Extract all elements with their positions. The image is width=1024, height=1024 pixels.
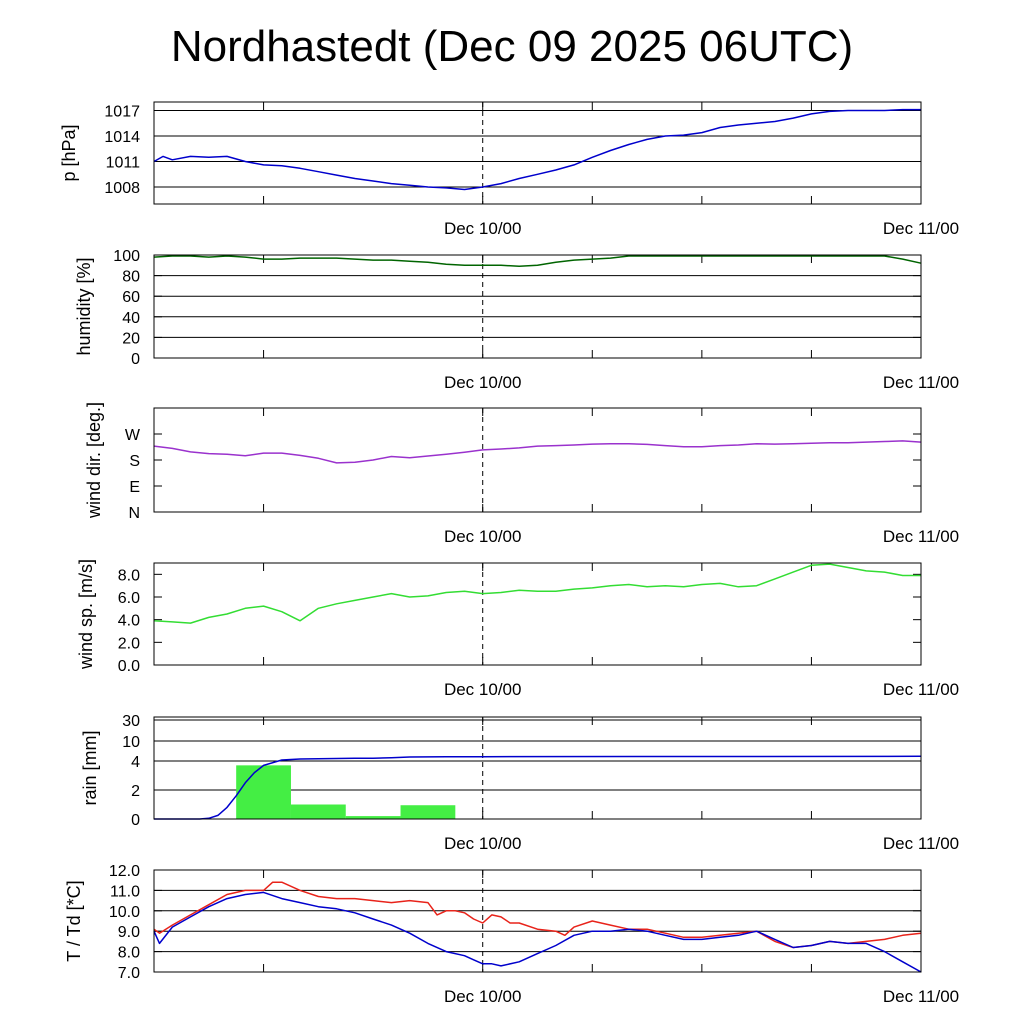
wind-speed-ytick-label-0: 0.0 bbox=[118, 658, 140, 675]
pressure-date-label-0: Dec 10/00 bbox=[444, 219, 522, 238]
wind-dir-date-label-1: Dec 11/00 bbox=[883, 527, 959, 546]
wind-speed-ytick-label-3: 6.0 bbox=[118, 590, 140, 607]
wind-dir-ylabel: wind dir. [deg.] bbox=[84, 402, 104, 519]
humidity-ytick-label-3: 60 bbox=[122, 289, 140, 306]
rain-ylabel: rain [mm] bbox=[80, 730, 100, 805]
wind-speed-date-label-0: Dec 10/00 bbox=[444, 680, 522, 699]
humidity-ytick-label-5: 100 bbox=[113, 248, 140, 265]
rain-date-label-0: Dec 10/00 bbox=[444, 834, 522, 853]
pressure-ytick-label-2: 1014 bbox=[104, 129, 140, 146]
rain-ytick-label-0: 0 bbox=[131, 812, 140, 829]
rain-bar-2 bbox=[345, 816, 401, 819]
rain-ytick-label-1: 2 bbox=[131, 783, 140, 800]
humidity-ytick-label-1: 20 bbox=[122, 330, 140, 347]
wind-speed-ytick-label-4: 8.0 bbox=[118, 567, 140, 584]
humidity-date-label-1: Dec 11/00 bbox=[883, 373, 959, 392]
temperature-ytick-label-3: 10.0 bbox=[109, 904, 140, 921]
temperature-ytick-label-0: 7.0 bbox=[118, 965, 140, 982]
temperature-series-dewpoint bbox=[153, 891, 922, 973]
rain-bar-1 bbox=[290, 804, 346, 819]
rain-ytick-label-4: 30 bbox=[122, 713, 140, 730]
humidity-series-humidity bbox=[153, 255, 922, 268]
rain-ytick-label-2: 4 bbox=[131, 754, 140, 771]
wind-speed-ylabel: wind sp. [m/s] bbox=[76, 559, 96, 670]
wind-dir-date-label-0: Dec 10/00 bbox=[444, 527, 522, 546]
wind-speed-series-wind_speed bbox=[153, 563, 921, 624]
rain-frame bbox=[153, 716, 922, 820]
wind-dir-ytick-label-3: W bbox=[125, 427, 141, 444]
wind-speed-ytick-label-1: 2.0 bbox=[118, 635, 140, 652]
rain-series-rain_cum bbox=[154, 755, 922, 820]
humidity-frame bbox=[153, 254, 922, 359]
humidity-ytick-label-2: 40 bbox=[122, 310, 140, 327]
humidity-ylabel: humidity [%] bbox=[74, 257, 94, 355]
humidity-ytick-label-4: 80 bbox=[122, 269, 140, 286]
humidity-ytick-label-0: 0 bbox=[131, 351, 140, 368]
wind-dir-series-wind_dir bbox=[153, 440, 922, 464]
rain-ytick-label-3: 10 bbox=[122, 734, 140, 751]
pressure-ytick-label-0: 1008 bbox=[104, 180, 140, 197]
pressure-date-label-1: Dec 11/00 bbox=[883, 219, 959, 238]
temperature-ylabel: T / Td [*C] bbox=[64, 880, 84, 961]
temperature-date-label-1: Dec 11/00 bbox=[883, 987, 959, 1006]
wind-dir-ytick-label-0: N bbox=[128, 505, 140, 522]
wind-dir-ytick-label-1: E bbox=[129, 479, 140, 496]
wind-speed-frame bbox=[153, 562, 922, 666]
wind-speed-date-label-1: Dec 11/00 bbox=[883, 680, 959, 699]
temperature-ytick-label-2: 9.0 bbox=[118, 924, 140, 941]
wind-dir-frame bbox=[153, 407, 922, 513]
wind-speed-ytick-label-2: 4.0 bbox=[118, 613, 140, 630]
pressure-series-pressure bbox=[153, 108, 921, 191]
temperature-ytick-label-1: 8.0 bbox=[118, 945, 140, 962]
temperature-ytick-label-4: 11.0 bbox=[110, 883, 140, 900]
pressure-ytick-label-1: 1011 bbox=[106, 155, 141, 172]
temperature-ytick-label-5: 12.0 bbox=[109, 863, 140, 880]
pressure-ylabel: p [hPa] bbox=[59, 124, 79, 181]
chart-title: Nordhastedt (Dec 09 2025 06UTC) bbox=[170, 22, 854, 71]
rain-bar-3 bbox=[400, 805, 456, 819]
pressure-frame bbox=[153, 101, 922, 205]
wind-dir-ytick-label-2: S bbox=[129, 453, 140, 470]
temperature-series-temperature bbox=[153, 881, 922, 949]
rain-date-label-1: Dec 11/00 bbox=[883, 834, 959, 853]
humidity-date-label-0: Dec 10/00 bbox=[444, 373, 522, 392]
temperature-date-label-0: Dec 10/00 bbox=[444, 987, 522, 1006]
rain-bar-0 bbox=[236, 765, 291, 819]
pressure-ytick-label-3: 1017 bbox=[104, 104, 140, 121]
temperature-frame bbox=[153, 869, 922, 973]
